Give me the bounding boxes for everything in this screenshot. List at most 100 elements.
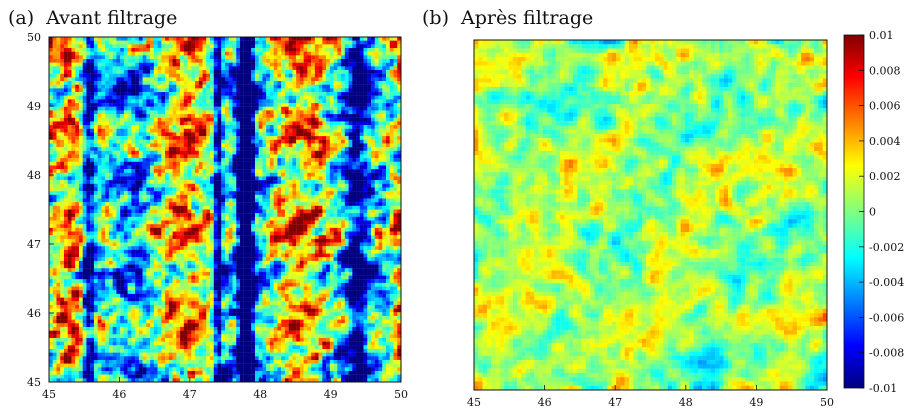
heatmap-cell (161, 81, 166, 85)
heatmap-cell (202, 150, 207, 155)
heatmap-cell (183, 158, 188, 162)
heatmap-cell (393, 48, 398, 52)
heatmap-cell (153, 150, 158, 155)
heatmap-cell (168, 128, 173, 133)
heatmap-cell (90, 62, 95, 67)
heatmap-cell (397, 176, 402, 181)
heatmap-cell (266, 139, 271, 144)
heatmap-cell (318, 44, 323, 49)
heatmap-cell (322, 95, 327, 100)
heatmap-cell (131, 205, 136, 210)
heatmap-cell (180, 48, 184, 52)
heatmap-cell (105, 132, 110, 137)
heatmap-cell (303, 55, 308, 60)
heatmap-cell (337, 180, 342, 184)
heatmap-cell (93, 37, 98, 41)
heatmap-cell (299, 88, 304, 93)
heatmap-cell (318, 77, 323, 82)
heatmap-cell (292, 84, 297, 89)
heatmap-cell (299, 62, 304, 67)
heatmap-cell (217, 62, 222, 67)
heatmap-cell (127, 169, 132, 173)
heatmap-cell (172, 44, 177, 49)
heatmap-cell (123, 161, 128, 166)
heatmap-cell (326, 183, 331, 188)
heatmap-cell (101, 191, 106, 195)
heatmap-cell (307, 220, 312, 225)
heatmap-cell (180, 139, 184, 144)
heatmap-cell (138, 37, 143, 41)
heatmap-cell (299, 77, 304, 82)
heatmap-cell (90, 66, 95, 71)
heatmap-cell (90, 88, 95, 93)
heatmap-cell (210, 154, 214, 159)
heatmap-cell (75, 172, 80, 177)
heatmap-cell (168, 84, 173, 89)
heatmap-cell (49, 70, 53, 74)
heatmap-cell (112, 55, 117, 60)
heatmap-cell (131, 84, 136, 89)
heatmap-cell (108, 88, 113, 93)
heatmap-cell (359, 37, 364, 41)
heatmap-cell (153, 73, 158, 78)
heatmap-cell (157, 55, 162, 60)
heatmap-cell (314, 154, 319, 159)
heatmap-cell (344, 62, 349, 67)
heatmap-cell (314, 224, 319, 229)
heatmap-cell (131, 176, 136, 181)
heatmap-cell (123, 92, 128, 96)
heatmap-cell (210, 150, 214, 155)
heatmap-cell (352, 114, 357, 118)
heatmap-cell (239, 128, 244, 133)
heatmap-cell (187, 103, 192, 107)
heatmap-cell (326, 147, 331, 151)
heatmap-cell (262, 48, 267, 52)
heatmap-cell (112, 95, 117, 100)
heatmap-cell (101, 77, 106, 82)
heatmap-cell (284, 180, 289, 184)
heatmap-cell (82, 169, 87, 173)
heatmap-cell (273, 187, 278, 192)
heatmap-cell (71, 128, 76, 133)
heatmap-cell (258, 202, 263, 206)
heatmap-cell (236, 150, 241, 155)
heatmap-cell (333, 51, 338, 56)
heatmap-cell (60, 114, 65, 118)
heatmap-cell (251, 132, 256, 137)
heatmap-cell (116, 194, 121, 199)
heatmap-cell (269, 227, 274, 232)
heatmap-cell (333, 150, 338, 155)
heatmap-cell (236, 81, 241, 85)
heatmap-cell (217, 81, 222, 85)
heatmap-cell (352, 143, 357, 148)
heatmap-cell (397, 81, 402, 85)
heatmap-cell (243, 205, 248, 210)
heatmap-cell (262, 117, 267, 122)
heatmap-cell (266, 191, 271, 195)
heatmap-cell (198, 110, 203, 115)
heatmap-cell (273, 95, 278, 100)
heatmap-cell (63, 92, 68, 96)
heatmap-cell (371, 128, 375, 133)
heatmap-cell (56, 114, 61, 118)
heatmap-cell (142, 205, 147, 210)
heatmap-cell (172, 59, 177, 63)
heatmap-cell (367, 48, 372, 52)
heatmap-cell (266, 198, 271, 203)
heatmap-cell (314, 59, 319, 63)
heatmap-cell (374, 183, 379, 188)
heatmap-cell (333, 180, 338, 184)
heatmap-cell (273, 183, 278, 188)
heatmap-cell (180, 128, 184, 133)
heatmap-cell (322, 37, 327, 41)
heatmap-cell (311, 125, 316, 129)
heatmap-cell (131, 220, 136, 225)
heatmap-cell (326, 216, 331, 221)
heatmap-cell (146, 154, 151, 159)
heatmap-cell (367, 114, 372, 118)
heatmap-cell (191, 224, 196, 229)
heatmap-cell (213, 205, 218, 210)
heatmap-cell (258, 62, 263, 67)
heatmap-cell (191, 88, 196, 93)
heatmap-cell (75, 103, 80, 107)
